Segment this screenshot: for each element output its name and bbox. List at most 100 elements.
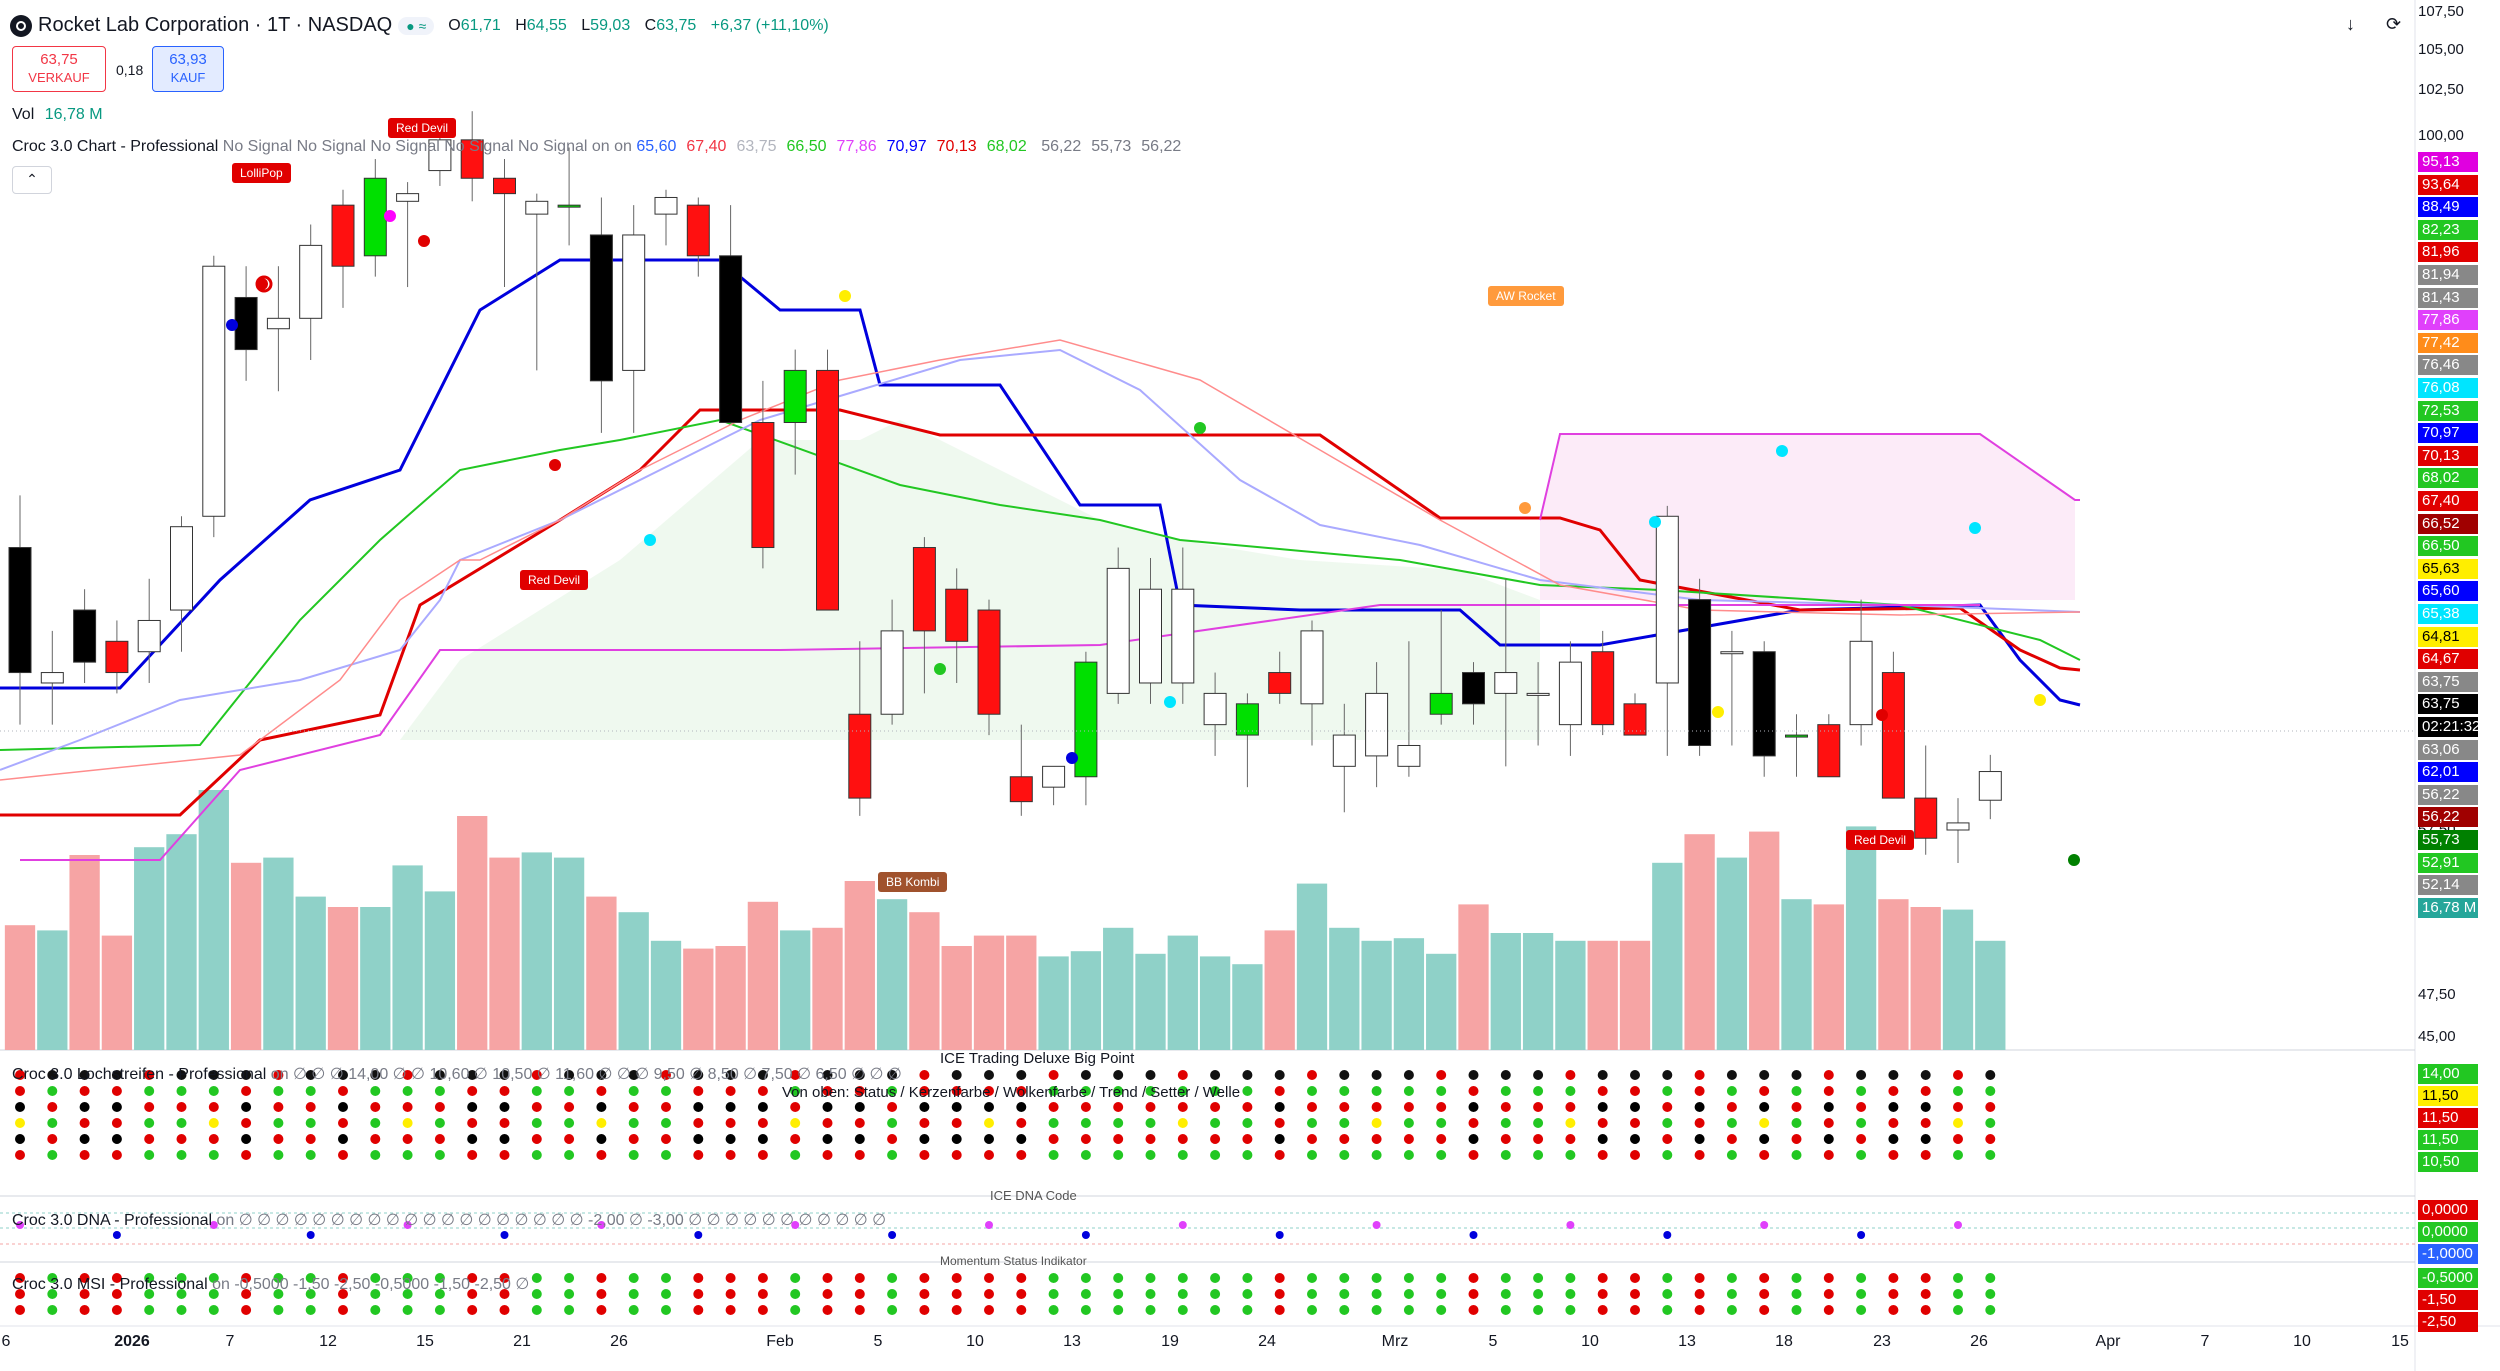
candle-body bbox=[1623, 703, 1647, 736]
lochstreifen-dot bbox=[564, 1150, 575, 1160]
volume-bar bbox=[1910, 907, 1941, 1050]
signal-red-devil-2[interactable]: Red Devil bbox=[520, 570, 589, 590]
download-icon[interactable]: ↓ bbox=[2346, 14, 2355, 34]
msi-dot bbox=[1888, 1305, 1899, 1315]
lochstreifen-dot bbox=[176, 1086, 187, 1096]
time-axis-label: Apr bbox=[2095, 1333, 2121, 1350]
pane-axis-tag: -1,0000 bbox=[2418, 1244, 2478, 1264]
candle-body bbox=[1881, 672, 1905, 799]
msi-dot bbox=[1436, 1305, 1447, 1315]
dna-legend[interactable]: Croc 3.0 DNA - Professional on ∅ ∅ ∅ ∅ ∅… bbox=[12, 1210, 886, 1230]
lochstreifen-dot bbox=[47, 1102, 58, 1112]
lochstreifen-dot bbox=[467, 1102, 478, 1112]
lochstreifen-dot bbox=[822, 1102, 833, 1112]
lochstreifen-dot bbox=[1759, 1118, 1770, 1128]
msi-dot bbox=[1759, 1289, 1770, 1299]
msi-legend[interactable]: Croc 3.0 MSI - Professional on -0,5000 -… bbox=[12, 1274, 529, 1294]
candle-body bbox=[1332, 734, 1356, 767]
lochstreifen-dot bbox=[1242, 1102, 1253, 1112]
price-tag: 95,13 bbox=[2418, 152, 2478, 172]
signal-bb-kombi[interactable]: BB Kombi bbox=[878, 872, 948, 892]
croc-chart-tail-value: 55,73 bbox=[1091, 138, 1132, 155]
lochstreifen-dot bbox=[984, 1118, 994, 1128]
symbol-title[interactable]: Rocket Lab Corporation · 1T · NASDAQ bbox=[38, 14, 393, 36]
lochstreifen-dot bbox=[1048, 1134, 1059, 1144]
msi-dot bbox=[305, 1289, 316, 1299]
market-status-badge[interactable]: ● ≈ bbox=[398, 16, 435, 35]
sell-button[interactable]: 63,75 VERKAUF bbox=[12, 46, 106, 92]
candle-body bbox=[8, 547, 32, 674]
signal-red-devil-1[interactable]: Red Devil bbox=[388, 118, 457, 138]
croc-chart-legend[interactable]: Croc 3.0 Chart - Professional No Signal … bbox=[12, 138, 1191, 156]
candle-body bbox=[1526, 692, 1550, 696]
volume-bar bbox=[909, 912, 940, 1050]
candle-body bbox=[396, 193, 420, 202]
msi-dot bbox=[1533, 1273, 1544, 1283]
lochstreifen-dot bbox=[1371, 1070, 1382, 1080]
candle-body bbox=[1300, 630, 1324, 705]
msi-dot bbox=[1791, 1305, 1802, 1315]
lochstreifen-dot bbox=[1533, 1134, 1544, 1144]
lochstreifen-dot bbox=[854, 1134, 865, 1144]
lochstreifen-dot bbox=[1856, 1150, 1867, 1160]
lochstreifen-dot bbox=[434, 1102, 445, 1112]
time-axis-label: 10 bbox=[1581, 1333, 1599, 1350]
lochstreifen-dot bbox=[1856, 1118, 1867, 1128]
dna-dot bbox=[694, 1231, 703, 1239]
candle-body bbox=[234, 296, 258, 351]
price-tag: 63,75 bbox=[2418, 671, 2478, 692]
lochstreifen-dot bbox=[790, 1070, 801, 1080]
croc-chart-value: 67,40 bbox=[686, 138, 727, 155]
lochstreifen-dot bbox=[790, 1150, 801, 1160]
lochstreifen-dot bbox=[1694, 1118, 1705, 1128]
msi-dot bbox=[1533, 1305, 1544, 1315]
lochstreifen-dot bbox=[1920, 1086, 1931, 1096]
volume-bar bbox=[1167, 935, 1198, 1050]
low-label: L bbox=[581, 16, 591, 34]
lochstreifen-dot bbox=[1468, 1070, 1479, 1080]
signal-red-devil-3[interactable]: Red Devil bbox=[1846, 830, 1915, 850]
msi-dot bbox=[1468, 1273, 1479, 1283]
lochstreifen-legend[interactable]: Croc 3.0 Lochstreifen - Professional on … bbox=[12, 1064, 902, 1084]
volume-legend[interactable]: Vol 16,78 M bbox=[12, 106, 103, 124]
lochstreifen-dot bbox=[757, 1086, 768, 1096]
lochstreifen-dot bbox=[1823, 1070, 1834, 1080]
lochstreifen-dot bbox=[499, 1118, 510, 1128]
lochstreifen-dot bbox=[338, 1070, 348, 1080]
volume-bar bbox=[586, 896, 617, 1050]
candle-body bbox=[1009, 776, 1033, 803]
msi-dot bbox=[1145, 1273, 1156, 1283]
candle-body bbox=[1429, 692, 1453, 715]
lochstreifen-dot bbox=[1888, 1070, 1899, 1080]
msi-dot bbox=[1888, 1273, 1899, 1283]
lochstreifen-dot bbox=[241, 1118, 252, 1128]
lochstreifen-dot bbox=[370, 1118, 381, 1128]
buy-button[interactable]: 63,93 KAUF bbox=[152, 46, 224, 92]
croc-chart-name: Croc 3.0 Chart - Professional bbox=[12, 138, 219, 155]
candle-body bbox=[816, 369, 839, 611]
lochstreifen-dot bbox=[693, 1086, 704, 1096]
volume-bar bbox=[1393, 938, 1425, 1050]
signal-lollipop[interactable]: LolliPop bbox=[232, 163, 291, 183]
lochstreifen-dot bbox=[241, 1102, 252, 1112]
lochstreifen-dot bbox=[887, 1086, 898, 1096]
candle-body bbox=[1655, 515, 1679, 684]
price-tag: 62,01 bbox=[2418, 762, 2478, 783]
msi-dot bbox=[564, 1273, 575, 1283]
signal-dot bbox=[1164, 696, 1176, 708]
msi-dot bbox=[725, 1289, 736, 1299]
lochstreifen-dot bbox=[499, 1150, 510, 1160]
lochstreifen-dot bbox=[1856, 1070, 1867, 1080]
signal-dot bbox=[1066, 752, 1078, 764]
lochstreifen-dot bbox=[596, 1102, 607, 1112]
time-axis-label: Mrz bbox=[1381, 1333, 1409, 1350]
signal-aw-rocket[interactable]: AW Rocket bbox=[1488, 286, 1564, 306]
msi-dot bbox=[1662, 1305, 1673, 1315]
lochstreifen-dot bbox=[854, 1102, 865, 1112]
collapse-legend-button[interactable]: ⌃ bbox=[12, 166, 52, 194]
msi-dot bbox=[208, 1273, 219, 1283]
msi-dot bbox=[305, 1305, 316, 1315]
lochstreifen-dot bbox=[1630, 1150, 1640, 1160]
refresh-icon[interactable]: ⟳ bbox=[2386, 14, 2402, 34]
